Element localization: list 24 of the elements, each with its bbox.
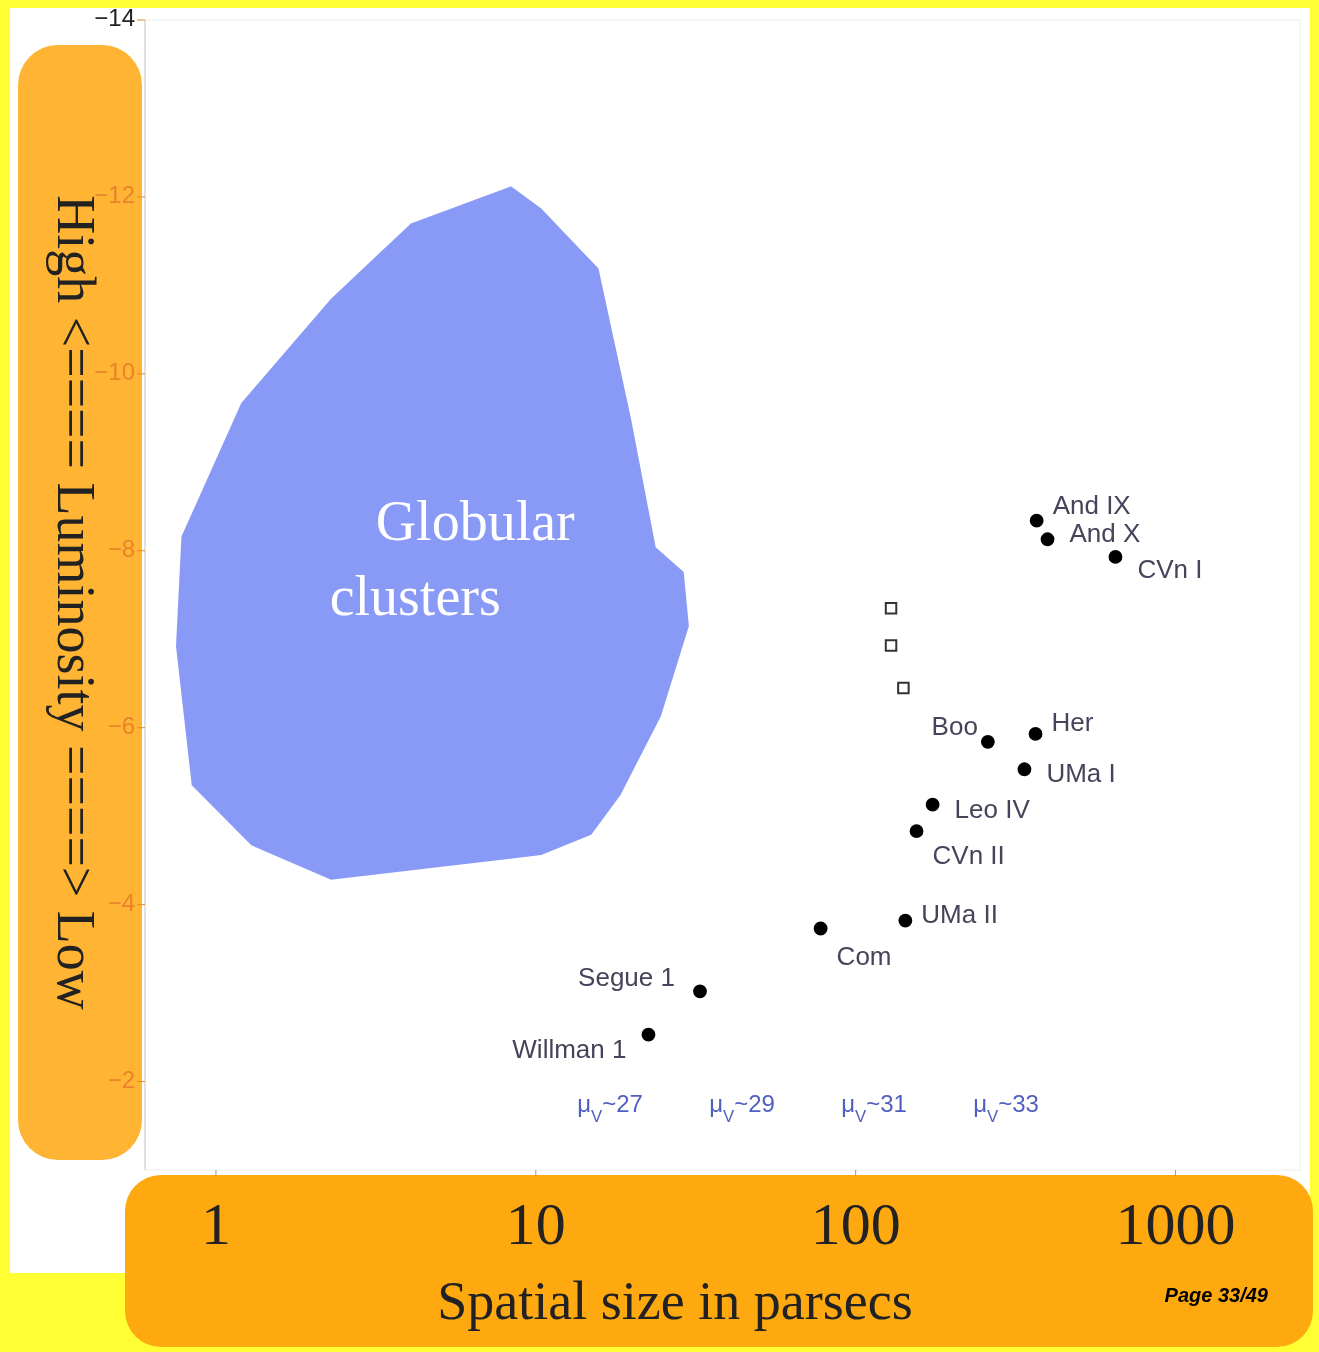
annotation: μ$_{V}$~31 [841, 1090, 907, 1126]
x-tick-label: 10 [505, 1190, 566, 1257]
series-label: UMa I [1046, 758, 1116, 789]
series-label: CVn I [1137, 553, 1203, 584]
series-label: Segue 1 [578, 962, 675, 993]
series-label: CVn II [932, 840, 1005, 871]
x-tick-label: 1000 [1115, 1190, 1236, 1257]
series-label: Globular clusters [329, 490, 576, 628]
series-label: Leo IV [954, 793, 1031, 824]
series-label: Her [1051, 706, 1094, 737]
x-axis-title: Spatial size in parsecs [437, 1271, 913, 1332]
annotation: μ$_{V}$~33 [973, 1090, 1039, 1126]
series-label: Com [836, 941, 892, 972]
series-label: Boo [931, 710, 978, 741]
series-label: And X [1069, 518, 1141, 549]
annotation: μ$_{V}$~29 [709, 1090, 775, 1126]
annotation: μ$_{V}$~27 [577, 1090, 643, 1126]
series-label: Willman 1 [512, 1033, 627, 1064]
x-tick-label: 1 [200, 1190, 231, 1257]
series-label: UMa II [921, 899, 998, 930]
x-tick-label: 100 [810, 1190, 901, 1257]
y-tick-label: −14 [94, 4, 135, 32]
series-label: And IX [1052, 489, 1131, 520]
text: Page 33/49 [1164, 1284, 1269, 1306]
